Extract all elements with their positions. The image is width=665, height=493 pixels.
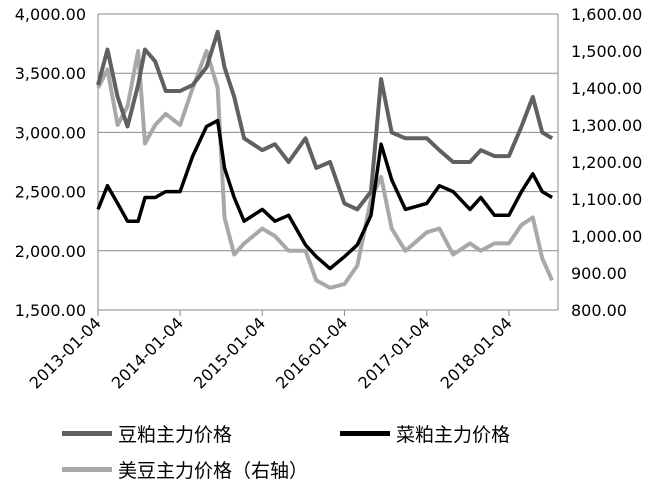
right-tick-label-4: 1,200.00: [571, 153, 642, 172]
left-tick-label-2: 2,500.00: [15, 183, 86, 202]
x-tick-label-4: 2017-01-04: [354, 313, 433, 392]
series-line-1: [96, 118, 553, 271]
right-tick-label-3: 1,100.00: [571, 190, 642, 209]
right-tick-label-7: 1,500.00: [571, 42, 642, 61]
legend-item-rapeseed-meal: 菜粕主力价格: [340, 420, 510, 447]
legend-label-soymeal: 豆粕主力价格: [118, 424, 233, 446]
legend-swatch-soymeal: [62, 431, 112, 436]
right-axis-ticks: 800.00 900.00 1,000.00 1,100.00 1,200.00 1,30…: [571, 5, 642, 320]
left-tick-label-4: 3,500.00: [15, 64, 86, 83]
x-tick-label-3: 2016-01-04: [272, 313, 351, 392]
left-tick-label-1: 2,000.00: [15, 242, 86, 261]
x-tick-label-0: 2013-01-04: [26, 313, 105, 392]
series-line-2: [96, 49, 554, 290]
legend-swatch-us-soybean: [62, 467, 112, 472]
left-axis-ticks: 1,500.00 2,000.00 2,500.00 3,000.00 3,500.00…: [15, 5, 86, 320]
right-tick-label-5: 1,300.00: [571, 116, 642, 135]
legend-item-us-soybean: 美豆主力价格（右轴）: [62, 456, 308, 483]
right-tick-label-1: 900.00: [571, 264, 627, 283]
left-tick-label-5: 4,000.00: [15, 5, 86, 24]
series-line-0: [96, 29, 554, 212]
series-lines: [96, 29, 554, 290]
right-tick-label-8: 1,600.00: [571, 5, 642, 24]
legend-item-soymeal: 豆粕主力价格: [62, 420, 232, 447]
right-tick-label-0: 800.00: [571, 301, 627, 320]
left-tick-label-0: 1,500.00: [15, 301, 86, 320]
x-tick-label-2: 2015-01-04: [190, 313, 269, 392]
legend-label-us-soybean: 美豆主力价格（右轴）: [118, 460, 309, 482]
right-tick-label-6: 1,400.00: [571, 79, 642, 98]
left-tick-label-3: 3,000.00: [15, 123, 86, 142]
legend-swatch-rapeseed-meal: [340, 431, 390, 436]
x-tick-label-5: 2018-01-04: [437, 313, 516, 392]
right-tick-label-2: 1,000.00: [571, 227, 642, 246]
x-axis-ticks: 2013-01-04 2014-01-04 2015-01-04 2016-01-04…: [26, 310, 516, 393]
legend-label-rapeseed-meal: 菜粕主力价格: [396, 424, 511, 446]
x-tick-label-1: 2014-01-04: [108, 313, 187, 392]
